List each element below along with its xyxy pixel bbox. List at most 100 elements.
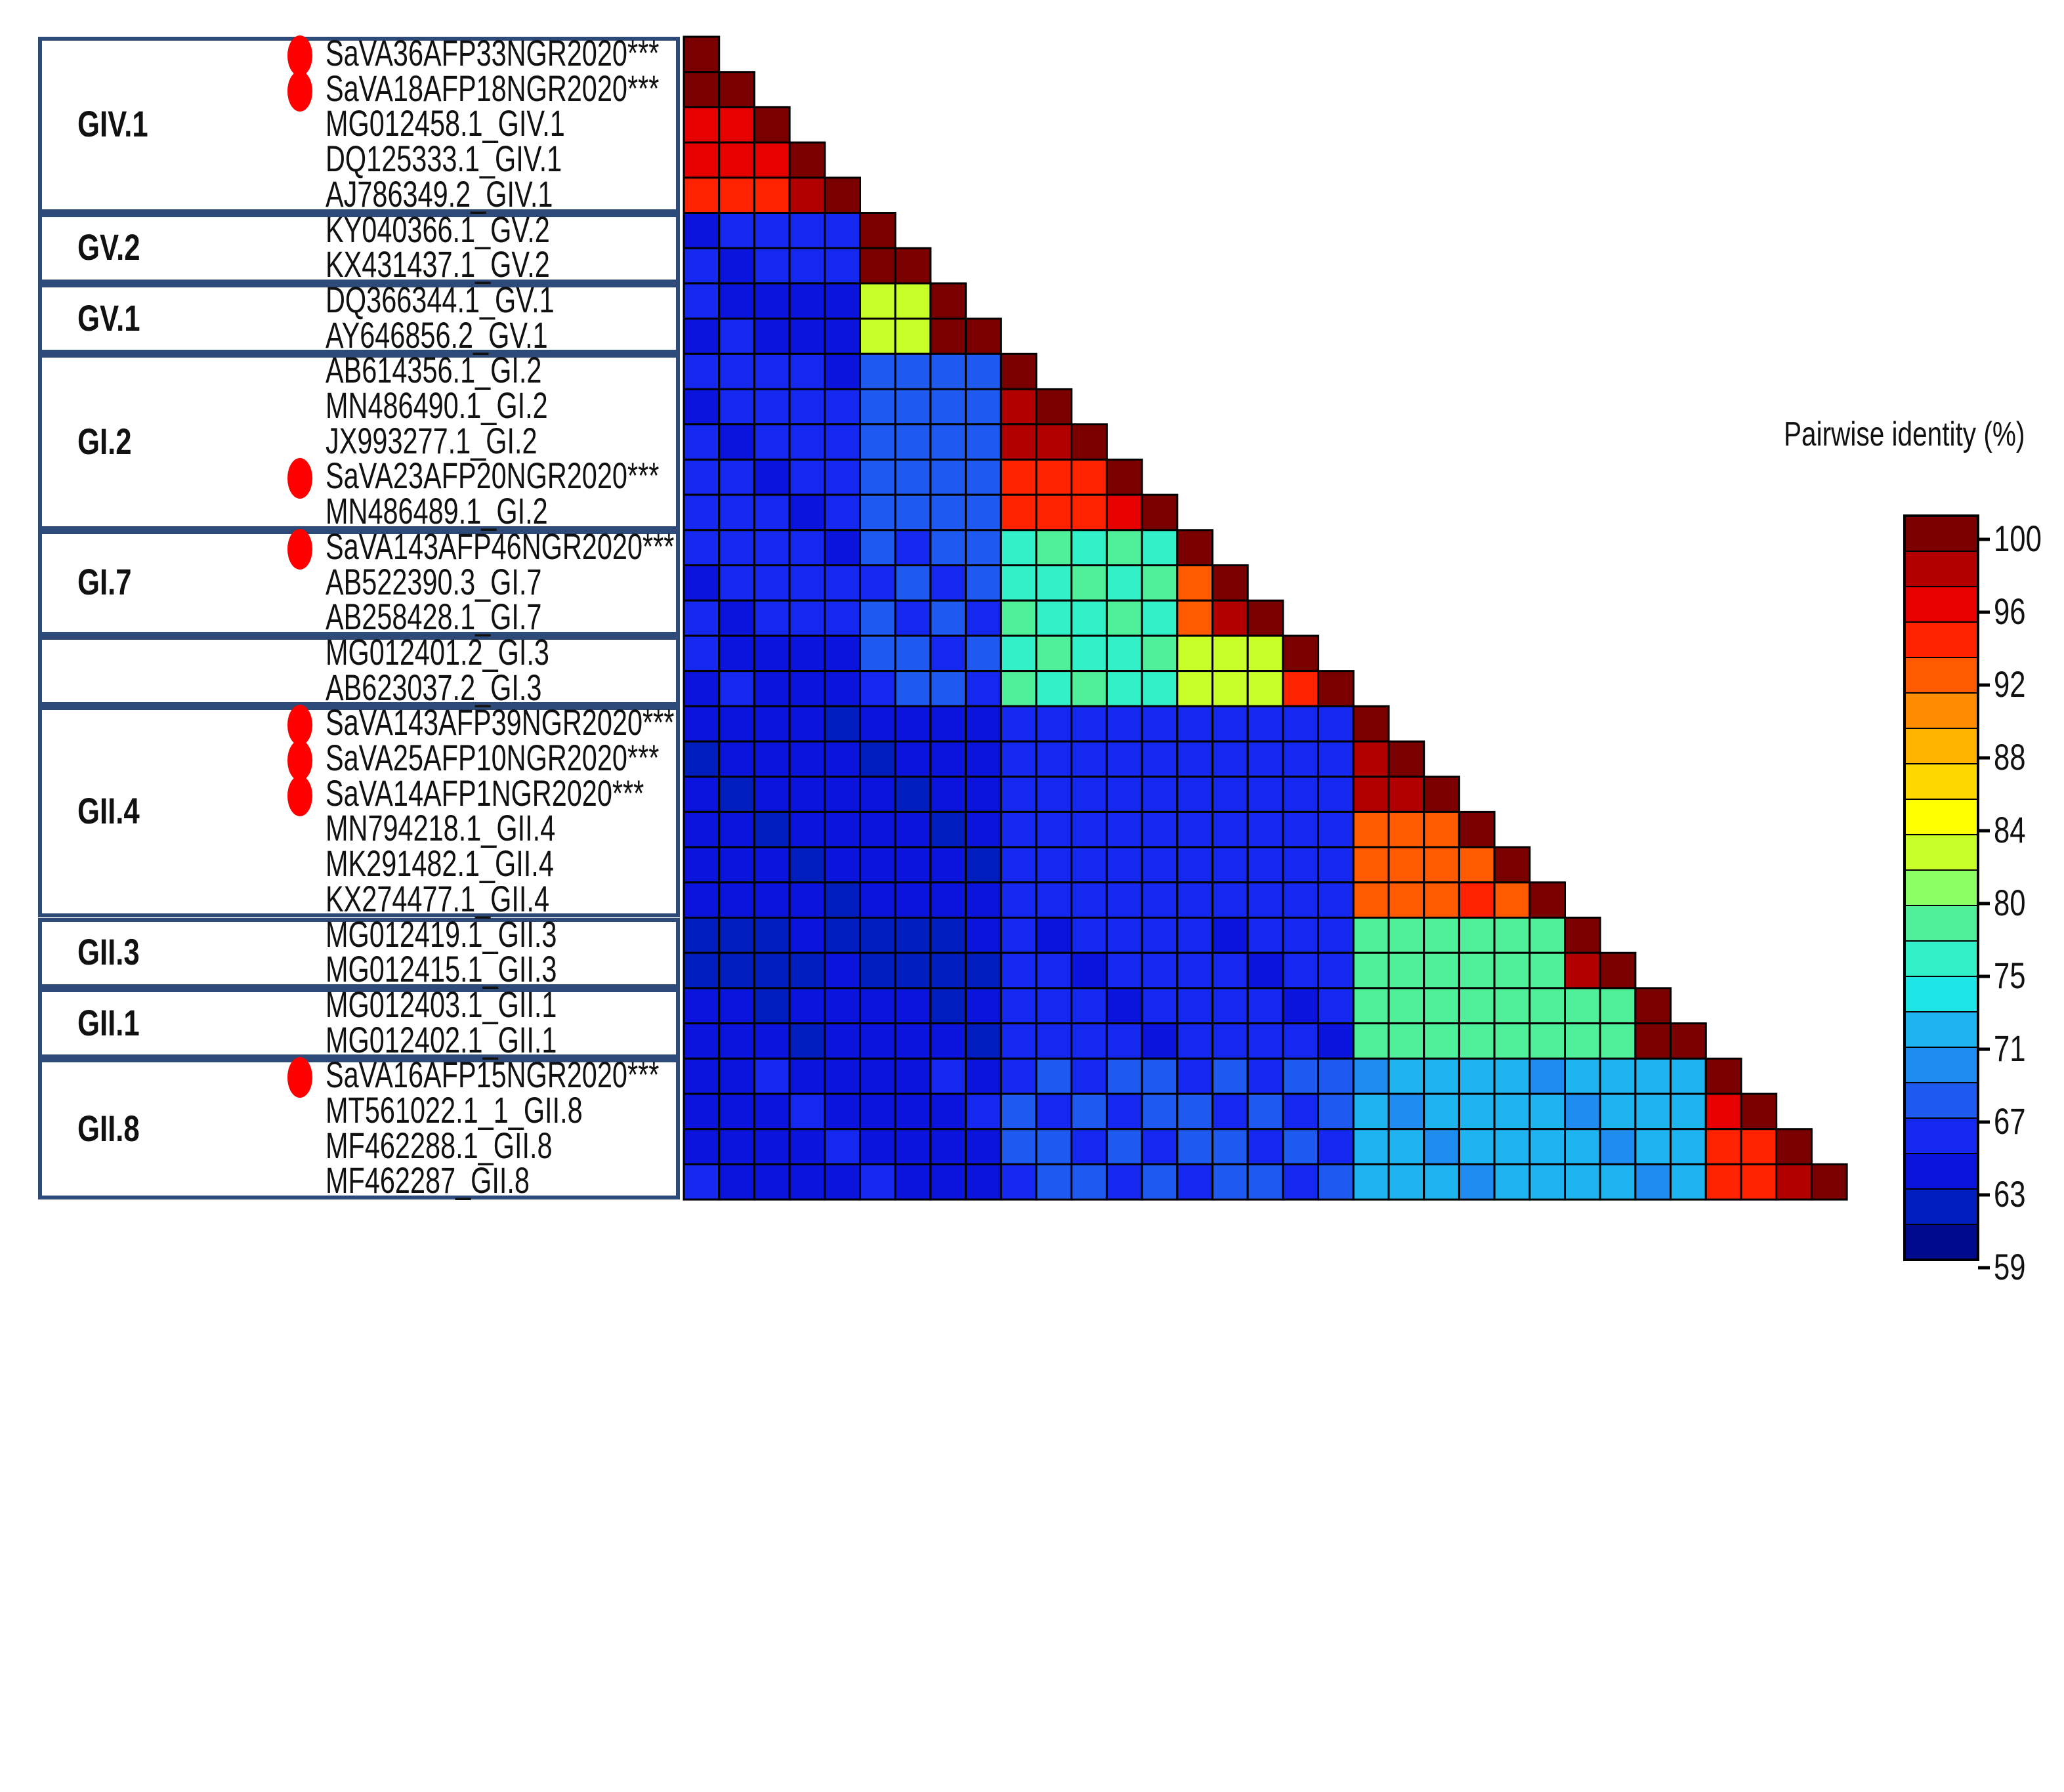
heatmap-cell xyxy=(894,1163,932,1201)
heatmap-cell xyxy=(1176,810,1214,848)
colorbar-segment xyxy=(1904,1011,1979,1048)
heatmap-cell xyxy=(824,177,862,214)
heatmap-cell xyxy=(718,810,755,848)
heatmap-cell xyxy=(894,670,932,707)
heatmap-cell xyxy=(1282,917,1320,954)
heatmap-cell xyxy=(859,318,896,355)
heatmap-cell xyxy=(1070,635,1108,673)
heatmap-cell xyxy=(1105,1093,1143,1131)
heatmap-cell xyxy=(1282,987,1320,1025)
heatmap-cell xyxy=(1070,740,1108,778)
heatmap-cell xyxy=(859,1022,896,1060)
heatmap-cell xyxy=(683,282,721,320)
heatmap-cell xyxy=(824,810,862,848)
heatmap-cell xyxy=(1458,951,1496,990)
heatmap-cell xyxy=(929,282,967,320)
heatmap-cell xyxy=(965,846,1002,884)
heatmap-cell xyxy=(1423,1163,1460,1201)
colorbar-tick-label: 59 xyxy=(1994,1246,2026,1287)
study-sequence-marker xyxy=(287,705,312,746)
heatmap-cell xyxy=(1246,740,1284,778)
heatmap-cell xyxy=(1176,599,1214,637)
heatmap-cell xyxy=(1387,951,1425,990)
heatmap-cell xyxy=(788,705,826,743)
heatmap-cell xyxy=(1211,951,1249,990)
heatmap-cell xyxy=(1493,1128,1531,1165)
group-label: GII.3 xyxy=(77,931,140,973)
heatmap-cell xyxy=(1105,810,1143,848)
heatmap-cell xyxy=(894,917,932,954)
heatmap-cell xyxy=(1141,846,1179,884)
colorbar-tick-label: 63 xyxy=(1994,1173,2026,1215)
heatmap-cell xyxy=(1141,987,1179,1025)
heatmap-cell xyxy=(753,388,791,426)
heatmap-cell xyxy=(965,529,1002,566)
heatmap-cell xyxy=(1141,599,1179,637)
heatmap-cell xyxy=(1035,810,1073,848)
heatmap-cell xyxy=(1070,1022,1108,1060)
heatmap-cell xyxy=(1070,599,1108,637)
sequence-label: MN486490.1_GI.2 xyxy=(326,385,548,426)
heatmap-cell xyxy=(1070,1163,1108,1201)
heatmap-cell xyxy=(1141,1022,1179,1060)
heatmap-cell xyxy=(929,705,967,743)
heatmap-cell xyxy=(1282,810,1320,848)
heatmap-cell xyxy=(1211,635,1249,673)
heatmap-cell xyxy=(1035,529,1073,566)
study-sequence-marker xyxy=(287,70,312,112)
heatmap-cell xyxy=(1211,846,1249,884)
heatmap-cell xyxy=(894,318,932,355)
heatmap-cell xyxy=(1387,917,1425,954)
heatmap-cell xyxy=(1105,493,1143,531)
colorbar-tick-label: 84 xyxy=(1994,809,2026,850)
heatmap-cell xyxy=(718,951,755,990)
heatmap-cell xyxy=(1070,1093,1108,1131)
heatmap-cell xyxy=(965,917,1002,954)
heatmap-cell xyxy=(1070,670,1108,707)
heatmap-cell xyxy=(718,458,755,496)
heatmap-cell xyxy=(859,458,896,496)
heatmap-cell xyxy=(1000,846,1038,884)
heatmap-cell xyxy=(1670,1093,1707,1131)
heatmap-cell xyxy=(718,106,755,144)
heatmap-cell xyxy=(894,1093,932,1131)
heatmap-cell xyxy=(1211,1057,1249,1095)
heatmap-cell xyxy=(1035,1093,1073,1131)
group-label: GI.7 xyxy=(77,561,132,603)
heatmap-cell xyxy=(1528,881,1567,919)
heatmap-cell xyxy=(788,740,826,778)
heatmap-cell xyxy=(965,1057,1002,1095)
heatmap-cell xyxy=(1282,846,1320,884)
heatmap-cell xyxy=(859,846,896,884)
heatmap-cell xyxy=(824,635,862,673)
heatmap-cell xyxy=(859,247,896,285)
heatmap-cell xyxy=(753,458,791,496)
heatmap-cell xyxy=(929,1093,967,1131)
heatmap-cell xyxy=(718,1163,755,1201)
heatmap-cell xyxy=(1211,740,1249,778)
heatmap-cell xyxy=(753,705,791,743)
heatmap-cell xyxy=(1000,635,1038,673)
heatmap-cell xyxy=(753,318,791,355)
heatmap-cell xyxy=(929,1057,967,1095)
heatmap-cell xyxy=(1387,740,1425,778)
heatmap-cell xyxy=(824,493,862,531)
heatmap-cell xyxy=(859,810,896,848)
heatmap-cell xyxy=(753,740,791,778)
heatmap-cell xyxy=(718,352,755,390)
heatmap-cell xyxy=(753,917,791,954)
sequence-label: KY040366.1_GV.2 xyxy=(326,208,550,250)
sequence-label: KX431437.1_GV.2 xyxy=(326,243,550,285)
heatmap-cell xyxy=(1000,1163,1038,1201)
heatmap-cell xyxy=(1176,917,1214,954)
heatmap-cell xyxy=(1141,1128,1179,1165)
heatmap-cell xyxy=(1599,1093,1637,1131)
heatmap-cell xyxy=(683,458,721,496)
heatmap-cell xyxy=(1352,917,1390,954)
heatmap-cell xyxy=(788,423,826,461)
heatmap-cell xyxy=(1176,1128,1214,1165)
colorbar-segment xyxy=(1904,905,1979,942)
heatmap-cell xyxy=(1317,705,1355,743)
heatmap-cell xyxy=(718,212,755,249)
